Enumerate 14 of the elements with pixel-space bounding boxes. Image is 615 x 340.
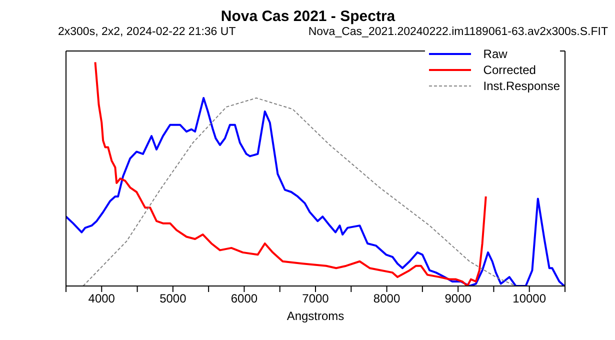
text: Nova_Cas_2021.20240222.im1189061-63.av2x300s.S.FIT	[308, 26, 608, 40]
legend-label: Raw	[483, 46, 508, 62]
x-tick-label: 4000	[88, 292, 116, 306]
x-tick-label: 5000	[160, 292, 187, 306]
x-tick-label: 10000	[512, 292, 546, 306]
x-tick-label: 7000	[302, 292, 330, 306]
chart-subtitle: 2x300s, 2x2, 2024-02-22 21:36 UT	[58, 26, 236, 40]
legend-label: Corrected	[483, 62, 536, 78]
chart-title: Nova Cas 2021 - Spectra	[220, 8, 396, 26]
x-tick-label: 6000	[230, 292, 258, 306]
legend-label: Inst.Response	[483, 78, 560, 94]
x-tick-label: 9000	[444, 292, 472, 306]
x-tick-label: 8000	[373, 292, 400, 306]
x-axis-title: Angstroms	[286, 309, 344, 323]
